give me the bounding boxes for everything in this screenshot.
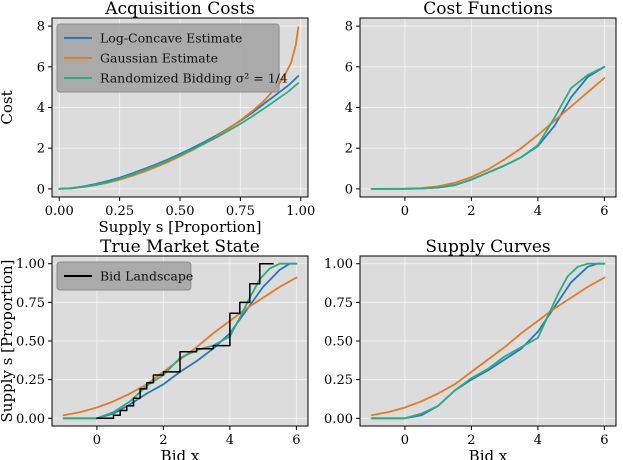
panel-supply: 0 2 4 6 0.00 0.25 0.50 0.75 1.00 Supply Curves Bid… — [324, 237, 617, 460]
legend-label: Gaussian Estimate — [100, 51, 218, 66]
y-tick-label: 0.50 — [324, 335, 353, 350]
y-axis-label: Supply s [Proportion] — [0, 260, 16, 423]
x-tick-label: 1.00 — [286, 204, 315, 219]
y-tick-label: 4 — [345, 101, 353, 116]
series-line-randomized — [370, 65, 606, 190]
series-line-gaussian — [370, 276, 606, 417]
y-tick-label: 0 — [345, 182, 353, 197]
chart-title: Cost Functions — [423, 0, 553, 19]
x-axis-label: Supply s [Proportion] — [99, 218, 262, 236]
x-tick-label: 0.00 — [45, 204, 74, 219]
series-line-randomized — [58, 82, 300, 190]
x-tick-label: 2 — [467, 204, 475, 219]
y-tick-label: 2 — [37, 142, 45, 157]
y-tick-label: 0.75 — [324, 296, 353, 311]
x-tick-label: 0 — [93, 433, 101, 448]
x-tick-label: 2 — [467, 433, 475, 448]
y-tick-label: 0.25 — [16, 373, 45, 388]
x-tick-label: 6 — [600, 204, 608, 219]
x-tick-label: 2 — [159, 433, 167, 448]
x-tick-label: 0 — [401, 204, 409, 219]
y-tick-label: 6 — [37, 60, 45, 75]
y-tick-label: 6 — [345, 60, 353, 75]
legend: Log-Concave Estimate Gaussian Estimate Ran… — [56, 23, 288, 93]
series-line-randomized — [370, 262, 606, 420]
x-axis-label: Bid x — [469, 447, 508, 460]
panel-acquisition: 0.00 0.25 0.50 0.75 1.00 0 2 4 6 8 Acquisition Cos… — [0, 0, 315, 236]
chart-title: Acquisition Costs — [104, 0, 255, 19]
series-line-log-concave — [62, 262, 298, 420]
y-tick-label: 0 — [37, 182, 45, 197]
chart-title: True Market State — [100, 237, 260, 257]
x-tick-label: 6 — [600, 433, 608, 448]
legend-box — [56, 23, 280, 93]
legend-label: Randomized Bidding σ² = 1/4 — [100, 71, 288, 86]
y-tick-label: 8 — [37, 20, 45, 35]
y-tick-label: 2 — [345, 142, 353, 157]
legend: Bid Landscape — [56, 261, 193, 291]
x-tick-label: 0.75 — [226, 204, 255, 219]
x-tick-label: 0.50 — [166, 204, 195, 219]
chart-title: Supply Curves — [425, 237, 550, 257]
y-tick-label: 4 — [37, 101, 45, 116]
x-tick-label: 0 — [401, 433, 409, 448]
panel-market: 0 2 4 6 0.00 0.25 0.50 0.75 1.00 True Market Stat… — [0, 237, 309, 460]
x-tick-label: 4 — [534, 204, 542, 219]
legend-label: Bid Landscape — [100, 269, 193, 284]
y-tick-label: 0.50 — [16, 335, 45, 350]
series-line-bid — [96, 262, 274, 420]
y-tick-label: 8 — [345, 20, 353, 35]
y-tick-label: 0.00 — [16, 412, 45, 427]
series-line-log-concave — [370, 262, 606, 420]
x-tick-label: 4 — [534, 433, 542, 448]
y-axis-label: Cost — [0, 90, 16, 124]
y-tick-label: 1.00 — [324, 257, 353, 272]
legend-label: Log-Concave Estimate — [100, 31, 242, 46]
x-tick-label: 4 — [226, 433, 234, 448]
x-tick-label: 6 — [292, 433, 300, 448]
x-tick-label: 0.25 — [105, 204, 134, 219]
y-tick-label: 1.00 — [16, 257, 45, 272]
y-tick-label: 0.00 — [324, 412, 353, 427]
x-axis-label: Bid x — [161, 447, 200, 460]
y-tick-label: 0.75 — [16, 296, 45, 311]
panel-cost: 0 2 4 6 0 2 4 6 8 Cost Functions — [345, 0, 617, 219]
y-tick-label: 0.25 — [324, 373, 353, 388]
legend-box — [56, 261, 192, 291]
